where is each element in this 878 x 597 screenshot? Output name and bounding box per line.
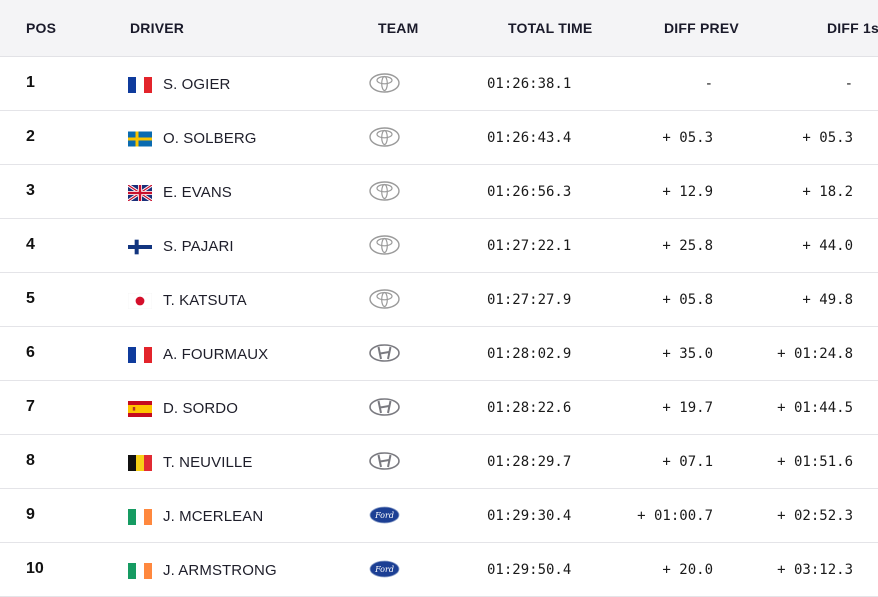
diff-first: + 44.0 [802,238,853,254]
driver-name[interactable]: O. SOLBERG [163,130,257,147]
position: 1 [26,74,35,91]
flag-united-kingdom-icon [128,185,152,201]
position: 10 [26,560,44,577]
diff-prev: + 05.3 [662,130,713,146]
total-time: 01:28:02.9 [487,346,572,362]
driver-name[interactable]: S. OGIER [163,76,231,93]
flag-japan-icon [128,293,152,309]
position: 4 [26,236,35,253]
diff-first: - [844,76,853,92]
flag-spain-icon [128,401,152,417]
table-row[interactable]: 8 T. NEUVILLE 01:28:29.7 + 07.1 + 01:51.6 [0,435,878,489]
position: 9 [26,506,35,523]
ford-logo-icon: Ford [369,559,400,579]
table-row[interactable]: 4 S. PAJARI 01:27:22.1 + 25.8 + 44.0 [0,219,878,273]
driver-name[interactable]: A. FOURMAUX [163,346,269,363]
diff-prev: + 20.0 [662,562,713,578]
driver-name[interactable]: T. NEUVILLE [163,454,253,471]
table-row[interactable]: 1 S. OGIER 01:26:38.1 - - [0,57,878,111]
diff-prev: + 01:00.7 [637,508,713,524]
toyota-logo-icon [369,127,400,147]
flag-finland-icon [128,239,152,255]
driver-name[interactable]: J. ARMSTRONG [163,562,277,579]
diff-first: + 01:44.5 [777,400,853,416]
driver-name[interactable]: S. PAJARI [163,238,234,255]
toyota-logo-icon [369,235,400,255]
header-team[interactable]: TEAM [378,20,419,36]
total-time: 01:26:43.4 [487,130,572,146]
header-diff-prev[interactable]: DIFF PREV [664,20,739,36]
hyundai-logo-icon [369,343,400,363]
total-time: 01:29:30.4 [487,508,572,524]
hyundai-logo-icon [369,397,400,417]
toyota-logo-icon [369,73,400,93]
table-row[interactable]: 2 O. SOLBERG 01:26:43.4 + 05.3 + 05.3 [0,111,878,165]
position: 6 [26,344,35,361]
flag-ireland-icon [128,563,152,579]
toyota-logo-icon [369,289,400,309]
table-row[interactable]: 5 T. KATSUTA 01:27:27.9 + 05.8 + 49.8 [0,273,878,327]
driver-name[interactable]: D. SORDO [163,400,238,417]
diff-first: + 18.2 [802,184,853,200]
toyota-logo-icon [369,181,400,201]
table-row[interactable]: 10 J. ARMSTRONG Ford 01:29:50.4 + 20.0 + 03:1… [0,543,878,597]
driver-name[interactable]: T. KATSUTA [163,292,247,309]
diff-first: + 49.8 [802,292,853,308]
total-time: 01:28:22.6 [487,400,572,416]
driver-name[interactable]: E. EVANS [163,184,232,201]
diff-prev: + 07.1 [662,454,713,470]
diff-prev: + 19.7 [662,400,713,416]
svg-text:Ford: Ford [374,511,394,520]
table-row[interactable]: 3 E. EVANS 01:26:56.3 + 12.9 + 18.2 [0,165,878,219]
diff-first: + 01:24.8 [777,346,853,362]
flag-sweden-icon [128,131,152,147]
total-time: 01:26:56.3 [487,184,572,200]
flag-france-icon [128,77,152,93]
header-pos[interactable]: POS [26,20,57,36]
diff-first: + 03:12.3 [777,562,853,578]
position: 3 [26,182,35,199]
table-row[interactable]: 7 D. SORDO 01:28:22.6 + 19.7 + 01:44.5 [0,381,878,435]
position: 8 [26,452,35,469]
diff-prev: + 12.9 [662,184,713,200]
total-time: 01:28:29.7 [487,454,572,470]
diff-first: + 01:51.6 [777,454,853,470]
header-total-time[interactable]: TOTAL TIME [508,20,593,36]
diff-prev: + 25.8 [662,238,713,254]
flag-ireland-icon [128,509,152,525]
flag-belgium-icon [128,455,152,471]
diff-first: + 02:52.3 [777,508,853,524]
table-row[interactable]: 9 J. MCERLEAN Ford 01:29:30.4 + 01:00.7 + 02:… [0,489,878,543]
flag-france-icon [128,347,152,363]
diff-prev: + 05.8 [662,292,713,308]
total-time: 01:29:50.4 [487,562,572,578]
diff-first: + 05.3 [802,130,853,146]
driver-name[interactable]: J. MCERLEAN [163,508,264,525]
position: 7 [26,398,35,415]
position: 5 [26,290,35,307]
svg-text:Ford: Ford [374,565,394,574]
diff-prev: - [704,76,713,92]
table-header: POS DRIVER TEAM TOTAL TIME DIFF PREV DIF… [0,0,878,57]
ford-logo-icon: Ford [369,505,400,525]
diff-prev: + 35.0 [662,346,713,362]
position: 2 [26,128,35,145]
total-time: 01:26:38.1 [487,76,572,92]
hyundai-logo-icon [369,451,400,471]
header-diff-first[interactable]: DIFF 1st [827,20,878,36]
total-time: 01:27:27.9 [487,292,572,308]
header-driver[interactable]: DRIVER [130,20,185,36]
table-row[interactable]: 6 A. FOURMAUX 01:28:02.9 + 35.0 + 01:24.8 [0,327,878,381]
total-time: 01:27:22.1 [487,238,572,254]
table-body: 1 S. OGIER 01:26:38.1 - - 2 O. SOLBERG 01:26:43… [0,57,878,597]
